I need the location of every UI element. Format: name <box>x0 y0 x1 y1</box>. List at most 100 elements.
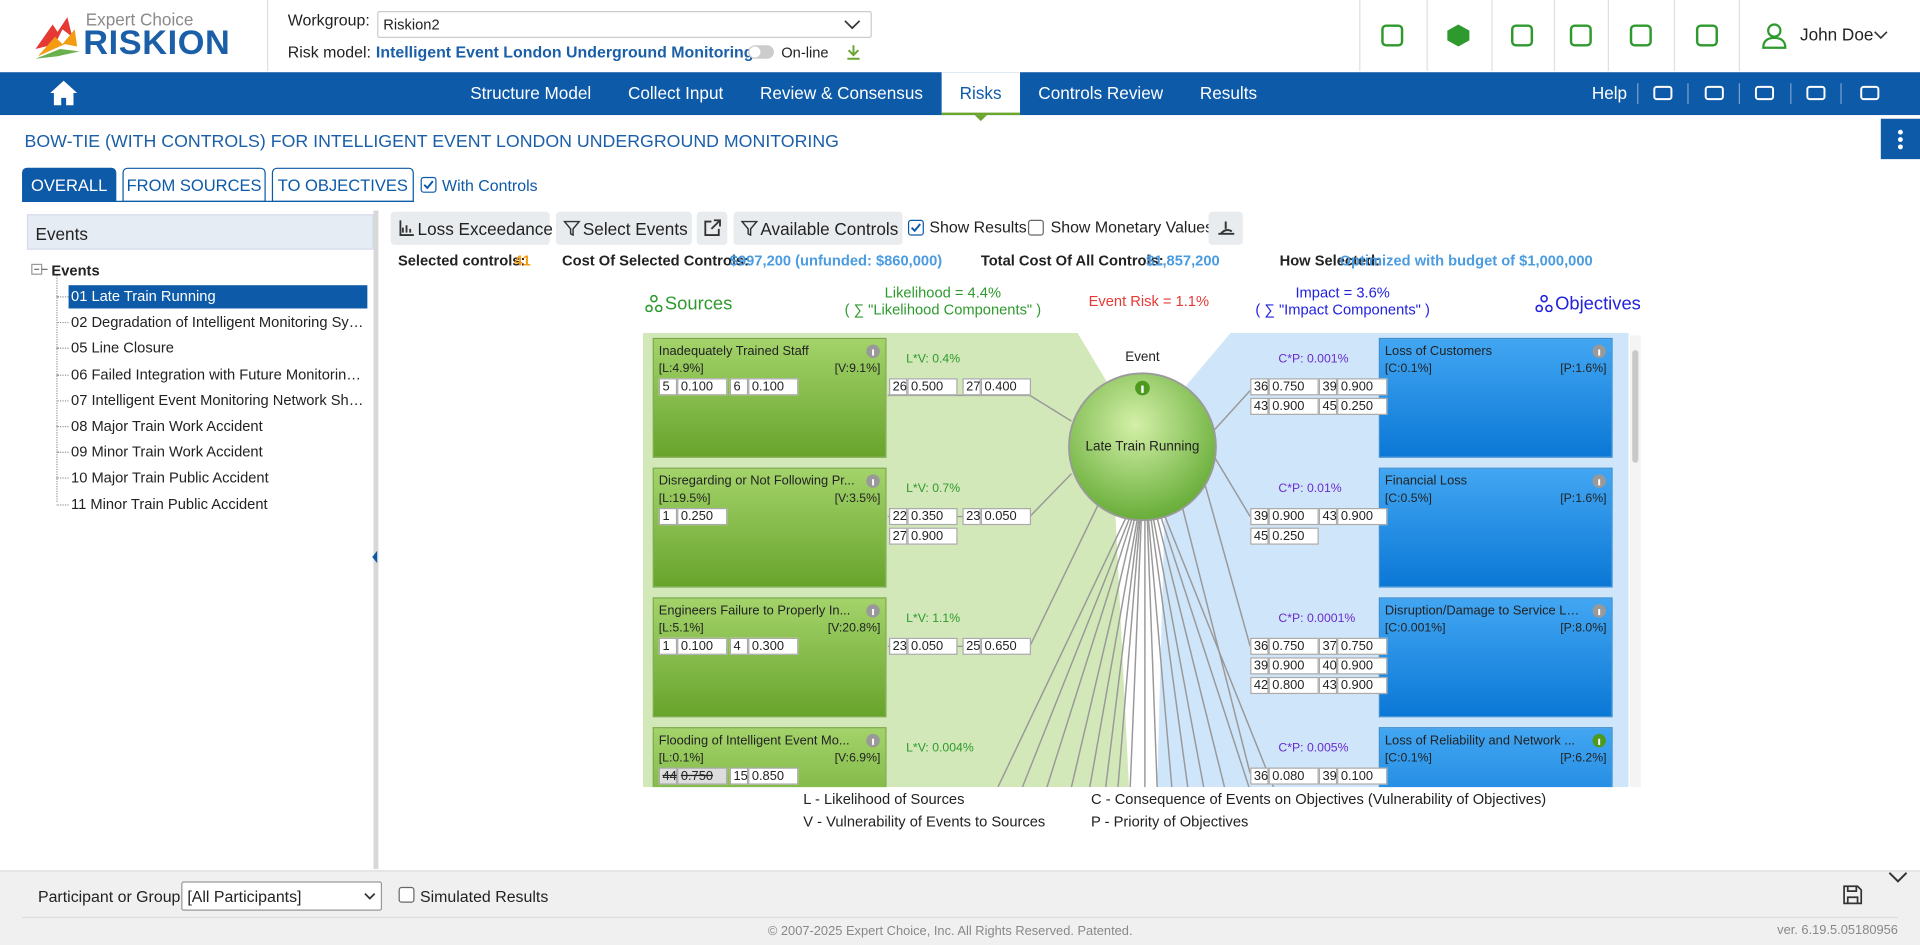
checkbox[interactable] <box>907 219 924 236</box>
toolbar-icon[interactable] <box>1569 23 1593 47</box>
show-results-label[interactable]: Show Results <box>929 217 1027 237</box>
side-tab[interactable] <box>1880 118 1920 160</box>
sources-icon <box>645 295 663 313</box>
event-name[interactable]: Late Train Running <box>1085 439 1200 455</box>
event-item[interactable]: 05 Line Closure <box>71 339 174 357</box>
toolbar-icon[interactable] <box>1510 23 1534 47</box>
nav-tab[interactable]: Risks <box>941 72 1020 122</box>
info-icon[interactable] <box>866 344 881 359</box>
source-box[interactable]: Engineers Failure to Properly In... [L:5.… <box>652 597 887 718</box>
objective-box[interactable]: Loss of Reliability and Network ... [C:0.… <box>1378 727 1613 788</box>
impact: Impact = 3.6% <box>1295 283 1390 302</box>
nav-tab[interactable]: Collect Input <box>627 83 724 103</box>
nav-tab[interactable]: Controls Review <box>1038 83 1164 103</box>
tree-root[interactable]: Events <box>51 261 100 280</box>
objective-box[interactable]: Financial Loss [C:0.5%] [P:1.6%] <box>1378 467 1613 588</box>
simulated-label[interactable]: Simulated Results <box>420 887 549 906</box>
info-icon[interactable] <box>1592 474 1607 489</box>
nav-icon[interactable] <box>1860 84 1880 101</box>
download-icon[interactable] <box>845 44 862 61</box>
control-value: 0.650 <box>980 637 1032 655</box>
workgroup-select[interactable]: Riskion2 <box>377 11 872 38</box>
control-value: 0.900 <box>1337 508 1388 526</box>
risk-model-label: Risk model: <box>287 42 371 62</box>
participant-select[interactable]: [All Participants] <box>181 881 383 911</box>
budget-icon <box>1218 221 1235 235</box>
summary-label: Cost Of Selected Controls: <box>562 252 750 270</box>
checkbox[interactable] <box>1027 219 1044 236</box>
user-icon[interactable] <box>1761 22 1788 49</box>
scrollbar-track[interactable] <box>1629 335 1641 788</box>
objective-p: [P:8.0%] <box>1560 621 1607 636</box>
event-item[interactable]: 10 Major Train Public Accident <box>71 469 269 487</box>
toolbar-icon[interactable] <box>1695 23 1719 47</box>
legend-item: C - Consequence of Events on Objectives … <box>1091 790 1547 808</box>
user-name[interactable]: John Doe <box>1800 24 1874 45</box>
source-box[interactable]: Flooding of Intelligent Event Mo... [L:0.… <box>652 727 887 788</box>
help-link[interactable]: Help <box>1591 83 1628 103</box>
source-l: [L:5.1%] <box>658 621 704 636</box>
icon-shape <box>1511 24 1534 47</box>
nav-icon[interactable] <box>1754 84 1775 101</box>
event-item[interactable]: 07 Intelligent Event Monitoring Network … <box>71 391 368 409</box>
toolbar-button[interactable]: Available Controls <box>733 211 903 245</box>
control-value: 0.850 <box>748 767 799 785</box>
node <box>654 304 663 313</box>
view-tab[interactable]: TO OBJECTIVES <box>271 167 414 202</box>
info-icon[interactable] <box>866 733 881 748</box>
objective-box[interactable]: Loss of Customers [C:0.1%] [P:1.6%] <box>1378 337 1613 458</box>
objective-c: [C:0.1%] <box>1384 362 1432 376</box>
toolbar-icon[interactable] <box>1446 23 1470 47</box>
collapse-chevron[interactable] <box>1888 872 1908 884</box>
risk-model-name[interactable]: Intelligent Event London Underground Mon… <box>375 42 754 62</box>
show-monetary-label[interactable]: Show Monetary Values <box>1050 217 1214 237</box>
home-icon[interactable] <box>49 80 78 107</box>
info-icon[interactable] <box>866 603 881 618</box>
logo-main: RISKION <box>83 23 231 62</box>
view-tab[interactable]: OVERALL <box>22 167 117 202</box>
source-box[interactable]: Inadequately Trained Staff [L:4.9%] [V:9.1… <box>652 337 887 458</box>
event-item[interactable]: 11 Minor Train Public Accident <box>71 495 268 513</box>
event-item[interactable]: 06 Failed Integration with Future Monito… <box>71 365 368 383</box>
nav-icon[interactable] <box>1704 84 1724 101</box>
tree-toggle[interactable] <box>31 263 48 275</box>
control-value: 0.900 <box>1268 397 1319 415</box>
source-v: [V:9.1%] <box>834 362 881 376</box>
toolbar-button[interactable] <box>696 211 728 245</box>
toolbar-button[interactable]: Loss Exceedance <box>390 211 553 245</box>
objective-box[interactable]: Disruption/Damage to Service Lin... [C:0.… <box>1378 597 1613 718</box>
event-item[interactable]: 02 Degradation of Intelligent Monitoring… <box>71 313 368 331</box>
splitter[interactable] <box>373 210 379 870</box>
summary-label: Total Cost Of All Controls: <box>980 252 1164 270</box>
legend-item: V - Vulnerability of Events to Sources <box>803 812 1046 830</box>
event-item[interactable]: 08 Major Train Work Accident <box>71 417 263 435</box>
splitter-arrow[interactable] <box>371 550 378 565</box>
toolbar-button[interactable]: Select Events <box>555 211 692 245</box>
nav-tab[interactable]: Structure Model <box>470 83 592 103</box>
save-icon[interactable] <box>1843 885 1863 905</box>
toolbar-icon[interactable] <box>1629 23 1653 47</box>
event-item[interactable]: 01 Late Train Running <box>68 285 368 309</box>
with-controls-label[interactable]: With Controls <box>442 176 538 195</box>
nav-tab[interactable]: Results <box>1199 83 1258 103</box>
objectives-label: Objectives <box>1555 293 1641 315</box>
info-icon[interactable] <box>1592 603 1607 618</box>
checkbox[interactable] <box>398 886 415 903</box>
info-icon[interactable] <box>1592 344 1607 359</box>
user-body <box>1762 36 1787 49</box>
scrollbar-thumb[interactable] <box>1632 350 1639 463</box>
checkbox[interactable] <box>420 176 437 193</box>
info-icon[interactable] <box>1592 733 1607 748</box>
node <box>645 304 653 313</box>
chevron <box>844 20 861 30</box>
nav-icon[interactable] <box>1653 84 1673 101</box>
event-item[interactable]: 09 Minor Train Work Accident <box>71 443 263 461</box>
source-box[interactable]: Disregarding or Not Following Pr... [L:19… <box>652 467 887 588</box>
toolbar-icon[interactable] <box>1380 23 1404 47</box>
view-tab[interactable]: FROM SOURCES <box>122 167 266 202</box>
toolbar-button[interactable] <box>1208 211 1243 245</box>
nav-icon[interactable] <box>1806 84 1826 101</box>
nav-tab[interactable]: Review & Consensus <box>759 83 923 103</box>
info-icon[interactable] <box>866 474 881 489</box>
source-v: [V:6.9%] <box>834 751 881 766</box>
